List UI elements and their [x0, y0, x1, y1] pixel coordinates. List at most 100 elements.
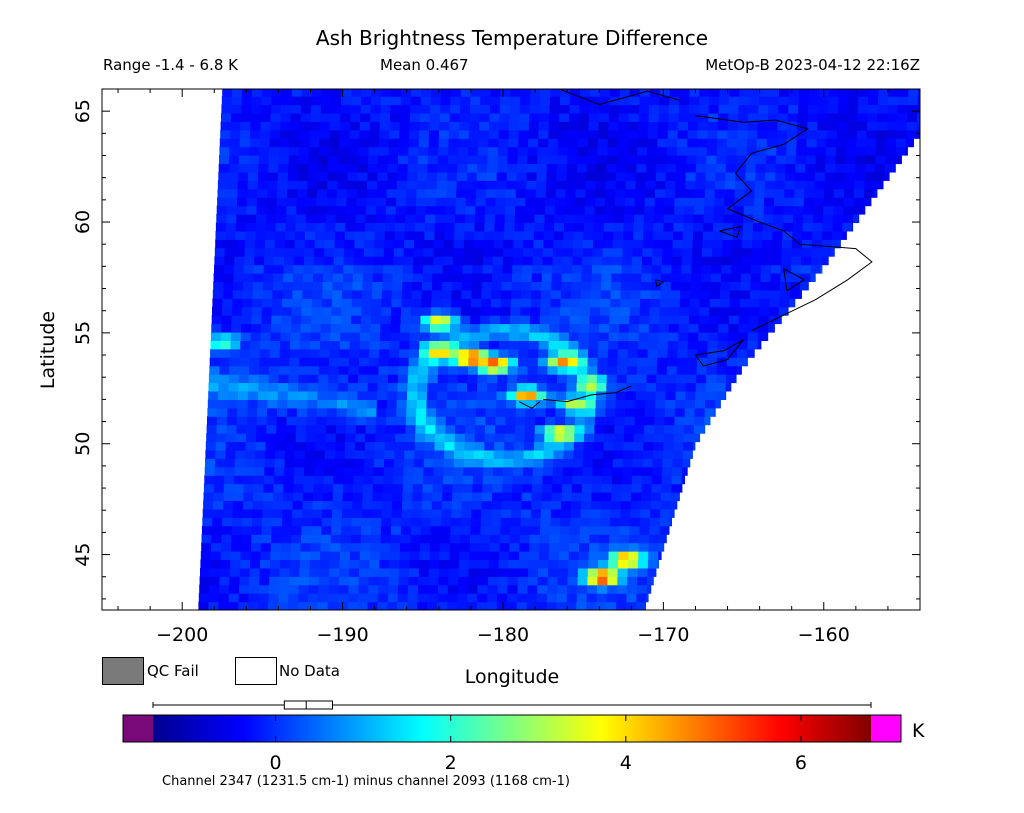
heat-cell — [645, 188, 656, 198]
heat-cell — [318, 146, 330, 156]
heat-cell — [747, 121, 759, 131]
heat-cell — [730, 273, 742, 282]
heat-cell — [221, 112, 232, 122]
heat-cell — [292, 289, 303, 299]
heat-cell — [527, 584, 538, 594]
heat-cell — [558, 121, 570, 131]
heat-cell — [574, 424, 585, 434]
x-axis-label: Longitude — [464, 666, 560, 688]
heat-cell — [401, 289, 413, 299]
heat-cell — [451, 508, 462, 518]
coastline — [695, 339, 744, 367]
heat-cell — [812, 222, 824, 232]
heat-cell — [232, 500, 244, 510]
heat-cell — [675, 180, 686, 190]
heat-cell — [417, 391, 428, 400]
heat-cell — [456, 171, 468, 181]
heat-cell — [228, 601, 239, 610]
heat-cell — [318, 163, 329, 173]
heat-cell — [600, 517, 611, 527]
heat-cell — [435, 424, 446, 434]
heat-cell — [407, 163, 419, 173]
heat-cell — [398, 576, 409, 586]
heat-cell — [311, 517, 323, 527]
heat-cell — [531, 281, 542, 291]
heat-cell — [526, 382, 538, 392]
heat-cell — [305, 222, 316, 232]
heat-cell — [868, 96, 879, 106]
heat-cell — [382, 281, 393, 291]
heat-cell — [548, 340, 560, 350]
heat-cell — [523, 458, 534, 468]
heat-cell — [460, 534, 471, 544]
heat-cell — [644, 424, 655, 434]
heat-cell — [526, 601, 538, 610]
heat-cell — [279, 576, 290, 586]
heat-cell — [440, 96, 451, 106]
heat-cell — [370, 104, 381, 114]
heat-cell — [622, 458, 634, 468]
heat-cell — [689, 89, 700, 97]
y-tick-label: 55 — [72, 321, 94, 345]
heat-cell — [324, 466, 335, 476]
heat-cell — [825, 155, 837, 165]
heat-cell — [356, 407, 367, 417]
heat-cell — [697, 340, 709, 350]
heat-cell — [627, 348, 639, 358]
heat-cell — [868, 89, 879, 97]
heat-cell — [397, 382, 408, 392]
heat-cell — [324, 230, 336, 240]
heat-cell — [298, 382, 309, 392]
heat-cell — [218, 163, 230, 173]
heat-cell — [542, 247, 554, 257]
heat-cell — [245, 441, 257, 451]
heat-cell — [561, 273, 573, 282]
heat-cell — [201, 525, 213, 535]
heat-cell — [347, 399, 358, 409]
heat-cell — [814, 180, 825, 190]
heat-cell — [470, 525, 481, 535]
heat-cell — [288, 374, 299, 384]
heat-cell — [380, 534, 391, 544]
heat-cell — [646, 382, 657, 392]
heat-cell — [710, 289, 721, 299]
heat-cell — [316, 407, 328, 417]
heat-cell — [826, 146, 837, 156]
heat-cell — [748, 104, 759, 114]
heat-cell — [527, 155, 538, 165]
heat-cell — [238, 391, 249, 400]
heat-cell — [559, 104, 570, 114]
heat-cell — [489, 534, 501, 544]
heat-cell — [771, 256, 782, 266]
heat-cell — [379, 567, 390, 577]
heat-cell — [524, 441, 535, 451]
heat-cell — [275, 441, 286, 451]
heat-cell — [399, 332, 411, 341]
heat-cell — [543, 441, 555, 451]
heat-cell — [244, 475, 255, 485]
heat-cell — [468, 559, 480, 569]
heat-cell — [624, 416, 636, 426]
heat-cell — [823, 205, 834, 215]
heat-cell — [709, 298, 721, 308]
heat-cell — [335, 433, 346, 443]
heat-cell — [313, 475, 325, 485]
heat-cell — [223, 500, 234, 510]
heat-cell — [503, 449, 515, 459]
heat-cell — [520, 525, 531, 535]
heat-cell — [693, 433, 701, 443]
heat-cell — [341, 96, 352, 106]
heat-cell — [399, 121, 411, 131]
heat-cell — [755, 163, 767, 173]
heat-cell — [354, 458, 365, 468]
heat-cell — [250, 559, 261, 569]
heat-cell — [412, 273, 423, 282]
heat-cell — [437, 171, 448, 181]
heat-cell — [756, 155, 767, 165]
heat-cell — [639, 525, 650, 535]
heat-cell — [608, 551, 619, 560]
heat-cell — [816, 138, 827, 148]
heat-cell — [271, 96, 282, 106]
heat-cell — [677, 340, 689, 350]
heat-cell — [435, 214, 446, 223]
